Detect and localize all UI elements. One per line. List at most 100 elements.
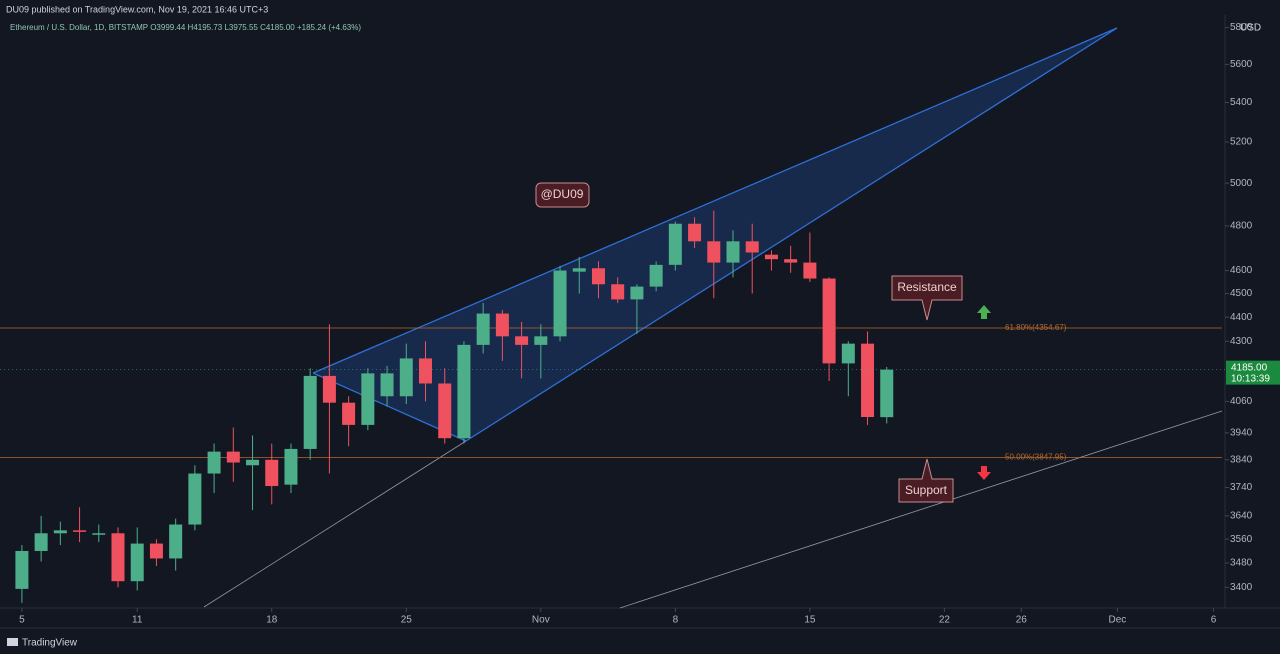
candle-body — [246, 459, 260, 466]
marks: 61.80%(4354.67) 50.00%(3847.95) — [0, 210, 1225, 603]
annotation: @DU09 — [541, 187, 584, 201]
y-tick-label: 3560 — [1230, 534, 1253, 545]
candle-body — [73, 530, 87, 532]
candle-body — [207, 451, 221, 474]
y-tick-label: 4500 — [1230, 288, 1253, 299]
candle — [726, 230, 740, 278]
annotation-box — [535, 182, 590, 208]
candle — [92, 524, 106, 543]
candle — [476, 302, 490, 354]
candle-body — [764, 254, 778, 260]
x-tick-label: 5 — [19, 615, 25, 626]
candle — [169, 518, 183, 571]
candle — [630, 284, 644, 334]
candle — [611, 277, 625, 303]
candle-body — [265, 459, 279, 487]
candle-body — [688, 223, 702, 242]
x-tick-label: 15 — [804, 615, 816, 626]
candle — [149, 539, 163, 566]
candle-body — [399, 358, 413, 397]
candle-body — [668, 223, 682, 265]
y-tick-label: 3840 — [1230, 454, 1253, 465]
candle — [111, 527, 125, 588]
candle — [303, 368, 317, 460]
currency: USD — [1240, 23, 1261, 34]
candle-body — [380, 373, 394, 397]
logo-icon — [7, 638, 18, 646]
y-tick-label: 4800 — [1230, 221, 1253, 232]
header: DU09 published on TradingView.com, Nov 1… — [6, 4, 268, 14]
candle — [399, 343, 413, 404]
candle — [342, 396, 356, 447]
fib-label: 61.80%(4354.67) — [1005, 323, 1067, 332]
candle-body — [438, 383, 452, 439]
y-tick-label: 4300 — [1230, 336, 1253, 347]
x-tick-label: 11 — [132, 615, 143, 626]
x-tick-label: 18 — [266, 615, 278, 626]
y-tick-label: 4060 — [1230, 396, 1253, 407]
y-tick-label: 5800 — [1230, 22, 1253, 33]
candle-body — [476, 313, 490, 345]
candle-body — [149, 543, 163, 559]
candle — [73, 507, 87, 543]
fib-label: 50.00%(3847.95) — [1005, 453, 1067, 462]
candle-body — [745, 241, 759, 253]
candle-body — [111, 533, 125, 582]
candle-body — [611, 284, 625, 300]
candle — [188, 465, 202, 531]
y-tick-label: 5000 — [1230, 178, 1253, 189]
y-tick-label: 4400 — [1230, 312, 1253, 323]
candle — [322, 324, 336, 474]
candle — [688, 217, 702, 248]
candle — [380, 365, 394, 407]
candle — [764, 250, 778, 271]
annotation-box — [898, 458, 954, 503]
candle-body — [15, 550, 29, 589]
candle — [668, 221, 682, 271]
candle-body — [534, 336, 548, 345]
y-tick-label: 3640 — [1230, 510, 1253, 521]
countdown: 10:13:39 — [1231, 373, 1270, 384]
candle — [419, 341, 433, 402]
footer-brand: TradingView — [22, 638, 78, 649]
wedge-upper-line — [312, 27, 1118, 374]
up-arrow — [977, 305, 991, 319]
candle-body — [34, 533, 48, 551]
candle-body — [92, 533, 106, 535]
candle-body — [591, 268, 605, 285]
candle-body — [169, 524, 183, 559]
price-label-box — [1226, 360, 1280, 385]
candle — [495, 309, 509, 361]
y-tick-label: 4600 — [1230, 265, 1253, 276]
candle — [784, 245, 798, 273]
candle — [265, 443, 279, 505]
candle — [745, 223, 759, 294]
candle-body — [822, 278, 836, 364]
annotation: Support — [905, 483, 948, 497]
candle — [515, 321, 529, 379]
y-tick-label: 5200 — [1230, 137, 1253, 148]
annotation-box — [891, 275, 963, 321]
candle — [803, 232, 817, 282]
candle-body — [841, 343, 855, 364]
candle — [822, 277, 836, 381]
candle-body — [630, 286, 644, 300]
down-arrow — [977, 466, 991, 480]
candle-body — [880, 369, 894, 418]
candle — [880, 366, 894, 424]
x-tick-label: 6 — [1211, 615, 1217, 626]
candle — [34, 515, 48, 562]
candle — [591, 261, 605, 299]
candle — [572, 256, 586, 294]
candle-body — [303, 375, 317, 449]
trend-line — [619, 410, 1223, 609]
x-tick-label: Dec — [1108, 615, 1126, 626]
candle-body — [361, 373, 375, 425]
y-tick-label: 3400 — [1230, 582, 1253, 593]
candle-body — [707, 241, 721, 263]
candle — [130, 527, 144, 591]
candle — [246, 435, 260, 511]
candle — [284, 443, 298, 494]
candle — [861, 331, 875, 425]
